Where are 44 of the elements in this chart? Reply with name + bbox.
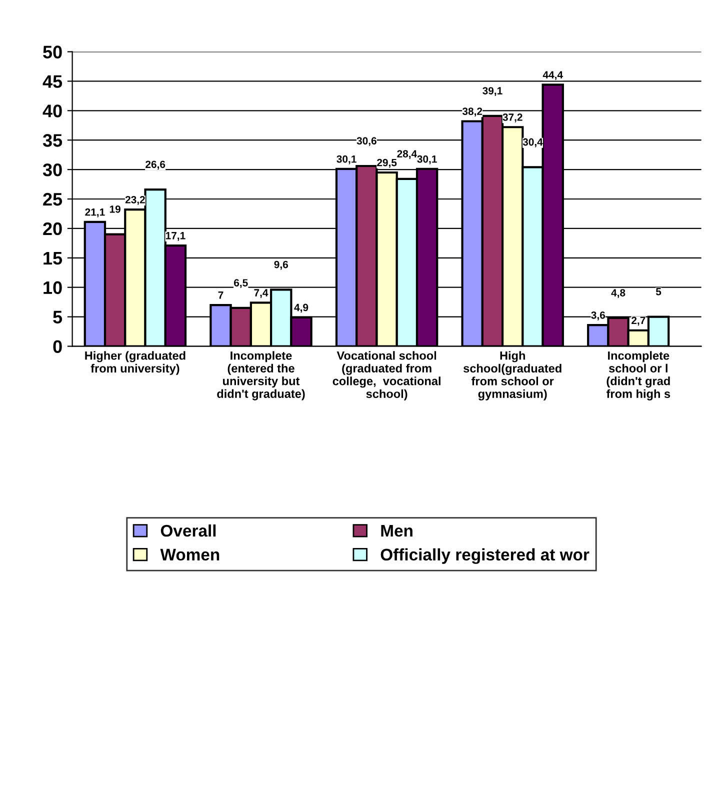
y-tick-label: 50 <box>43 46 62 58</box>
data-label: 30,1 <box>417 155 437 164</box>
data-label: 26,6 <box>146 160 166 170</box>
data-label: 4,8 <box>611 289 626 298</box>
y-tick-label: 20 <box>43 222 62 236</box>
data-label: 17,1 <box>166 232 186 241</box>
data-label: 44,4 <box>542 71 563 80</box>
data-label: 7,4 <box>254 289 268 298</box>
legend-label: Women <box>160 548 220 561</box>
x-tick-label: Higher (graduated from university) <box>85 351 186 375</box>
data-label: 6,5 <box>234 279 248 288</box>
x-tick-label: Vocational school (graduated from college, vocational school) <box>332 351 440 400</box>
data-label: 4,9 <box>294 304 308 313</box>
x-tick-label: Incomplete school or l (didn't grad from high s <box>606 351 670 400</box>
data-label: 2,7 <box>632 316 646 326</box>
data-label: 38,2 <box>462 108 482 117</box>
data-label: 19 <box>110 205 120 213</box>
data-label: 30,6 <box>356 137 376 146</box>
data-label: 9,6 <box>274 260 288 270</box>
legend-label: Overall <box>160 524 216 537</box>
y-tick-label: 45 <box>42 75 62 88</box>
y-tick-label: 15 <box>44 252 62 265</box>
data-label: 7 <box>218 292 224 299</box>
data-label: 39,1 <box>482 87 502 96</box>
y-tick-label: 0 <box>53 340 62 353</box>
data-label: 37,2 <box>502 114 522 122</box>
data-label: 29,5 <box>377 158 397 168</box>
x-tick-label: High school(graduated from school or gymnasium) <box>464 351 562 400</box>
y-tick-label: 25 <box>43 192 62 206</box>
data-label: 28,4 <box>397 150 418 159</box>
y-tick-label: 30 <box>42 163 62 176</box>
data-label: 5 <box>656 288 662 296</box>
y-tick-label: 35 <box>42 134 62 147</box>
legend-label: Officially registered at wor <box>380 548 590 564</box>
data-label: 30,1 <box>336 155 356 164</box>
data-label: 30,4 <box>522 138 543 148</box>
data-label: 21,1 <box>85 208 105 218</box>
legend-label: Men <box>381 525 412 537</box>
y-tick-label: 5 <box>53 310 62 324</box>
y-tick-label: 40 <box>42 104 62 118</box>
data-label: 23,2 <box>125 196 145 205</box>
y-tick-label: 10 <box>44 281 62 294</box>
data-label: 3,6 <box>591 311 606 320</box>
x-tick-label: Incomplete (entered the university but didn't graduate) <box>217 351 305 400</box>
